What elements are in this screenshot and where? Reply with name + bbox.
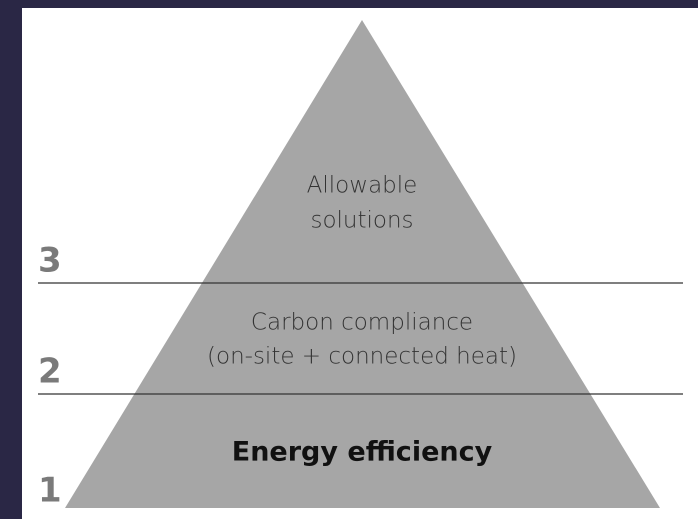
level-label: (on-site + connected heat) [207, 344, 517, 370]
level-number: 1 [38, 471, 62, 511]
level-number: 2 [38, 352, 62, 392]
pyramid [65, 20, 660, 508]
level-label: Allowable [307, 173, 418, 199]
level-label: solutions [310, 208, 413, 234]
level-label: Carbon compliance [251, 310, 473, 336]
level-label: Energy efficiency [232, 437, 493, 468]
level-number: 3 [38, 241, 62, 281]
